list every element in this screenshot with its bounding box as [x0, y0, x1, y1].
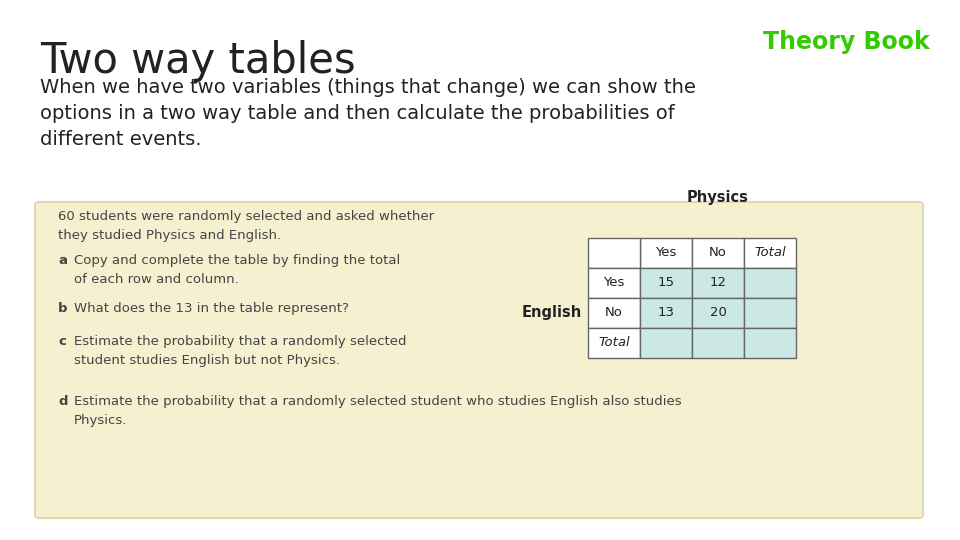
- Bar: [692, 328, 744, 358]
- Text: Copy and complete the table by finding the total
of each row and column.: Copy and complete the table by finding t…: [74, 254, 400, 286]
- Text: different events.: different events.: [40, 130, 202, 149]
- Text: 60 students were randomly selected and asked whether
they studied Physics and En: 60 students were randomly selected and a…: [58, 210, 434, 242]
- Text: b: b: [58, 302, 67, 315]
- Text: 20: 20: [709, 307, 727, 320]
- Text: Theory Book: Theory Book: [763, 30, 930, 54]
- Bar: [692, 268, 744, 298]
- Text: What does the 13 in the table represent?: What does the 13 in the table represent?: [74, 302, 348, 315]
- Text: No: No: [605, 307, 623, 320]
- Bar: [588, 268, 640, 298]
- Bar: [744, 328, 796, 358]
- Text: Total: Total: [755, 246, 786, 260]
- Text: options in a two way table and then calculate the probabilities of: options in a two way table and then calc…: [40, 104, 675, 123]
- Bar: [744, 298, 796, 328]
- Bar: [692, 238, 744, 268]
- Bar: [588, 328, 640, 358]
- Text: c: c: [58, 335, 66, 348]
- Bar: [744, 238, 796, 268]
- Bar: [640, 268, 692, 298]
- Bar: [744, 268, 796, 298]
- Text: Estimate the probability that a randomly selected
student studies English but no: Estimate the probability that a randomly…: [74, 335, 406, 367]
- Text: Estimate the probability that a randomly selected student who studies English al: Estimate the probability that a randomly…: [74, 395, 682, 427]
- Text: Yes: Yes: [656, 246, 677, 260]
- Text: 13: 13: [658, 307, 675, 320]
- Bar: [640, 298, 692, 328]
- Text: 15: 15: [658, 276, 675, 289]
- Text: English: English: [521, 306, 582, 321]
- Text: 12: 12: [709, 276, 727, 289]
- Text: d: d: [58, 395, 67, 408]
- Bar: [640, 238, 692, 268]
- Text: a: a: [58, 254, 67, 267]
- Text: When we have two variables (things that change) we can show the: When we have two variables (things that …: [40, 78, 696, 97]
- Text: Two way tables: Two way tables: [40, 40, 355, 82]
- Bar: [588, 238, 640, 268]
- Text: Physics: Physics: [687, 190, 749, 205]
- Text: Yes: Yes: [603, 276, 625, 289]
- FancyBboxPatch shape: [35, 202, 923, 518]
- Bar: [692, 298, 744, 328]
- Text: No: No: [709, 246, 727, 260]
- Bar: [640, 328, 692, 358]
- Bar: [588, 298, 640, 328]
- Text: Total: Total: [598, 336, 630, 349]
